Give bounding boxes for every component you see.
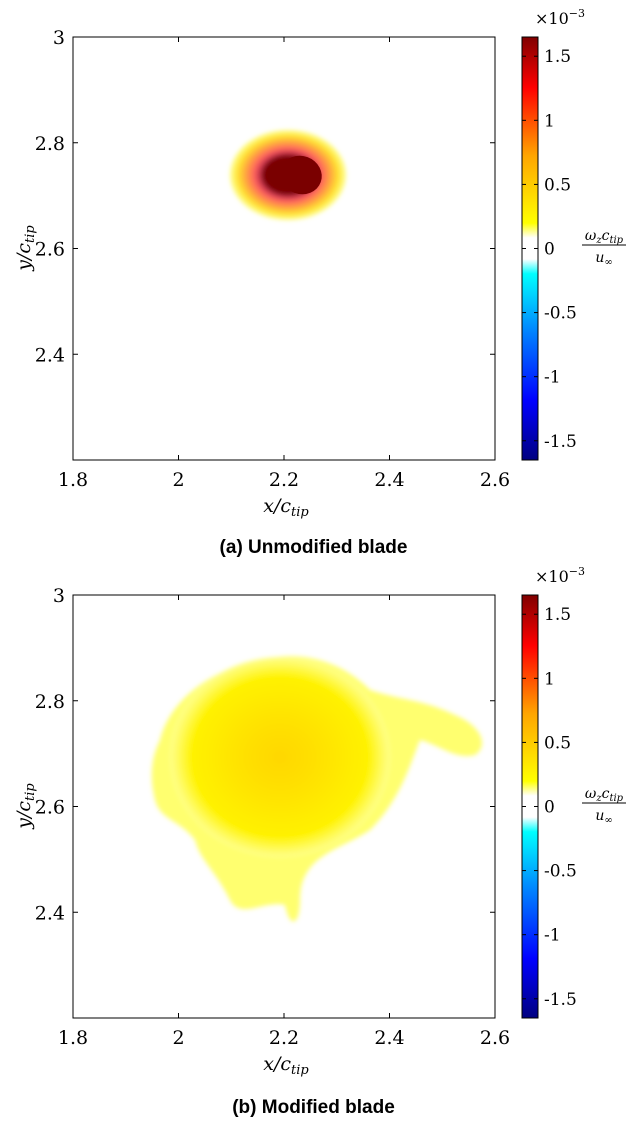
panel-a-axes: 1.8 2 2.2 2.4 2.6 2.4 2.6 2.8 3: [35, 27, 510, 491]
panel-a-colorbar-label: ωzctip u∞: [582, 228, 626, 268]
panel-b-y-axis-label: y/ctip: [13, 783, 38, 830]
panel-unmodified-blade: 1.8 2 2.2 2.4 2.6 2.4 2.6 2.8 3 x/ctip y/ctip -1…: [13, 7, 626, 520]
x-tick-label: 2.2: [269, 469, 299, 491]
vortex-core: [280, 155, 322, 195]
colorbar-tick-label: 0.5: [544, 733, 571, 753]
colorbar-tick-label: -1.5: [544, 990, 577, 1010]
colorbar-tick-label: -1.5: [544, 432, 577, 452]
x-tick-label: 2: [172, 1027, 184, 1049]
caption-unmodified-blade: (a) Unmodified blade: [219, 537, 408, 558]
y-tick-label: 3: [53, 27, 65, 49]
colorbar-tick-label: 1: [544, 111, 555, 131]
panel-b-x-axis-label: x/ctip: [263, 1053, 309, 1078]
colorbar-tick-label: 0: [544, 240, 555, 260]
colorbar-tick-label: 0: [544, 798, 555, 818]
svg-text:u∞: u∞: [595, 808, 612, 826]
x-tick-label: 2.6: [480, 1027, 510, 1049]
panel-a-colorbar-exponent: ×10−3: [535, 7, 585, 28]
x-tick-label: 2.2: [269, 1027, 299, 1049]
colorbar-tick-label: 1: [544, 669, 555, 689]
y-tick-label: 2.6: [35, 797, 65, 819]
x-tick-label: 2.4: [374, 1027, 404, 1049]
colorbar-tick-label: 0.5: [544, 175, 571, 195]
y-tick-label: 2.8: [35, 133, 65, 155]
panel-a-plot-frame: [72, 36, 496, 461]
x-tick-label: 2.4: [374, 469, 404, 491]
x-tick-label: 2: [172, 469, 184, 491]
x-tick-label: 1.8: [58, 1027, 88, 1049]
x-tick-label: 2.6: [480, 469, 510, 491]
svg-text:u∞: u∞: [595, 250, 612, 268]
y-tick-label: 2.4: [35, 902, 65, 924]
panel-a-colorbar-ticks: -1.5 -1 -0.5 0 0.5 1 1.5: [522, 47, 577, 452]
colorbar-tick-label: 1.5: [544, 47, 571, 67]
caption-modified-blade: (b) Modified blade: [232, 1097, 395, 1118]
svg-text:ωzctip: ωzctip: [585, 228, 624, 246]
panel-b-data-layer: [151, 656, 483, 922]
panel-a-data-layer: [230, 130, 346, 220]
panel-b-colorbar-label: ωzctip u∞: [582, 786, 626, 826]
colorbar-tick-label: -0.5: [544, 862, 577, 882]
panel-modified-blade: 1.8 2 2.2 2.4 2.6 2.4 2.6 2.8 3 x/ctip y/ctip -1…: [13, 565, 626, 1078]
colorbar-tick-label: -0.5: [544, 304, 577, 324]
svg-text:ωzctip: ωzctip: [585, 786, 624, 804]
y-tick-label: 3: [53, 585, 65, 607]
y-tick-label: 2.8: [35, 691, 65, 713]
panel-b-axes: 1.8 2 2.2 2.4 2.6 2.4 2.6 2.8 3: [35, 585, 510, 1049]
x-tick-label: 1.8: [58, 469, 88, 491]
panel-b-colorbar-ticks: -1.5 -1 -0.5 0 0.5 1 1.5: [522, 605, 577, 1010]
panel-a-y-axis-label: y/ctip: [13, 225, 38, 272]
y-tick-label: 2.4: [35, 344, 65, 366]
panel-a-x-axis-label: x/ctip: [263, 495, 309, 520]
y-tick-label: 2.6: [35, 239, 65, 261]
colorbar-tick-label: -1: [544, 368, 561, 388]
panel-b-colorbar-exponent: ×10−3: [535, 565, 585, 586]
colorbar-tick-label: 1.5: [544, 605, 571, 625]
colorbar-tick-label: -1: [544, 926, 561, 946]
diffuse-vortex-core: [170, 657, 390, 857]
